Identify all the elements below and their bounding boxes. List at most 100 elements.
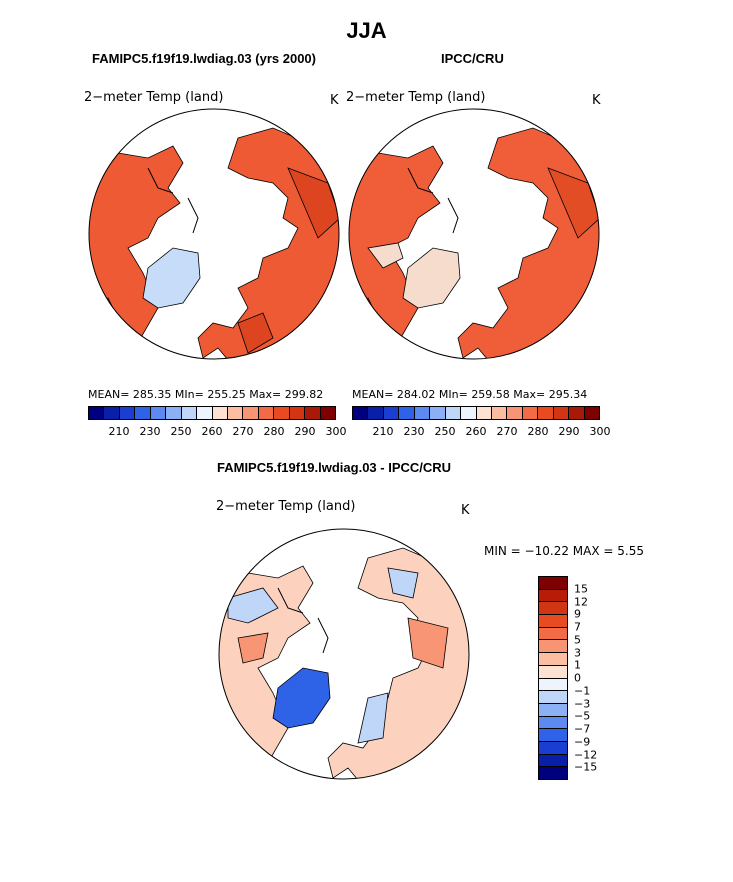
model-colorbar-ticks: 210 230 250 260 270 280 290 300	[88, 425, 347, 439]
main-title: JJA	[346, 18, 387, 43]
colorbar-tick-label: −7	[574, 722, 591, 736]
colorbar-swatch	[539, 741, 567, 755]
model-unit-label: K	[330, 93, 339, 108]
colorbar-swatch	[539, 678, 567, 692]
colorbar-tick-label: 250	[170, 425, 192, 438]
colorbar-swatch	[538, 407, 554, 419]
colorbar-swatch	[539, 640, 567, 654]
colorbar-tick-label: 210	[372, 425, 394, 438]
colorbar-tick-label: 300	[589, 425, 611, 438]
colorbar-tick-label: 9	[574, 607, 581, 621]
map-region	[227, 587, 279, 624]
colorbar-tick-label: 270	[496, 425, 518, 438]
colorbar-swatch	[383, 407, 400, 419]
obs-colorbar-ticks: 210 230 250 260 270 280 290 300	[352, 425, 611, 439]
colorbar-tick-label: 290	[558, 425, 580, 438]
diff-field-label: 2−meter Temp (land)	[216, 499, 356, 514]
colorbar-swatch	[539, 602, 567, 616]
map-region	[287, 167, 339, 239]
map-region	[407, 617, 449, 669]
map-region	[367, 242, 404, 269]
colorbar-swatch	[414, 407, 431, 419]
colorbar-tick-label: −1	[574, 684, 591, 698]
colorbar-swatch	[539, 589, 567, 603]
map-region	[237, 312, 274, 354]
colorbar-tick-label: −12	[574, 748, 598, 761]
colorbar-tick-label: 15	[574, 582, 588, 596]
map-region	[387, 567, 419, 599]
diff-minmax: MIN = −10.22 MAX = 5.55	[484, 544, 644, 558]
colorbar-swatch	[227, 407, 244, 419]
colorbar-swatch	[569, 407, 585, 419]
colorbar-tick-label: 5	[574, 633, 581, 647]
map-region	[357, 692, 389, 744]
map-region	[547, 167, 599, 239]
colorbar-tick-label: 280	[263, 425, 285, 438]
colorbar-swatch	[539, 615, 567, 628]
colorbar-swatch	[104, 407, 120, 419]
diff-polar-map	[218, 528, 470, 780]
colorbar-swatch	[399, 407, 415, 419]
model-polar-map	[88, 108, 340, 360]
map-region	[237, 632, 269, 664]
colorbar-tick-label: 230	[139, 425, 161, 438]
colorbar-swatch	[539, 627, 567, 641]
colorbar-tick-label: 0	[574, 671, 581, 685]
colorbar-swatch	[539, 729, 567, 742]
obs-field-label: 2−meter Temp (land)	[346, 90, 486, 105]
colorbar-tick-label: 300	[325, 425, 347, 438]
colorbar-tick-label: 1	[574, 658, 581, 672]
colorbar-tick-label: 280	[527, 425, 549, 438]
colorbar-tick-label: 3	[574, 646, 581, 659]
colorbar-swatch	[212, 407, 228, 419]
obs-colorbar	[352, 406, 600, 420]
colorbar-swatch	[476, 407, 492, 419]
model-colorbar	[88, 406, 336, 420]
colorbar-swatch	[539, 665, 567, 679]
colorbar-swatch	[368, 407, 384, 419]
colorbar-swatch	[274, 407, 290, 419]
diff-unit-label: K	[461, 503, 470, 518]
diff-colorbar-ticks: 15 12 9 7 5 3 1 0 −1 −3 −5 −7 −9 −12 −15	[574, 576, 614, 780]
colorbar-swatch	[150, 407, 167, 419]
colorbar-swatch	[491, 407, 508, 419]
colorbar-tick-label: 260	[465, 425, 487, 438]
model-stats: MEAN= 285.35 MIn= 255.25 Max= 299.82	[88, 388, 324, 401]
colorbar-swatch	[289, 407, 306, 419]
obs-stats: MEAN= 284.02 MIn= 259.58 Max= 295.34	[352, 388, 588, 401]
map-region	[142, 247, 201, 309]
obs-panel-title: IPCC/CRU	[441, 51, 504, 66]
colorbar-tick-label: 260	[201, 425, 223, 438]
colorbar-tick-label: 270	[232, 425, 254, 438]
colorbar-swatch	[461, 407, 477, 419]
colorbar-tick-label: 250	[434, 425, 456, 438]
map-region	[272, 667, 331, 729]
colorbar-swatch	[166, 407, 182, 419]
colorbar-tick-label: 7	[574, 620, 581, 634]
model-panel-title: FAMIPC5.f19f19.lwdiag.03 (yrs 2000)	[92, 51, 316, 66]
colorbar-swatch	[181, 407, 198, 419]
colorbar-swatch	[353, 407, 369, 419]
colorbar-swatch	[522, 407, 539, 419]
colorbar-swatch	[445, 407, 462, 419]
model-field-label: 2−meter Temp (land)	[84, 90, 224, 105]
colorbar-swatch	[539, 754, 567, 768]
colorbar-tick-label: −15	[574, 760, 598, 774]
colorbar-swatch	[197, 407, 213, 419]
colorbar-tick-label: 12	[574, 595, 588, 608]
diff-colorbar	[538, 576, 568, 780]
colorbar-swatch	[320, 407, 335, 419]
colorbar-swatch	[539, 691, 567, 704]
colorbar-tick-label: 210	[108, 425, 130, 438]
colorbar-swatch	[539, 577, 567, 590]
colorbar-swatch	[507, 407, 523, 419]
colorbar-swatch	[539, 653, 567, 666]
colorbar-swatch	[539, 703, 567, 717]
colorbar-tick-label: −9	[574, 735, 591, 749]
colorbar-tick-label: −3	[574, 697, 591, 710]
obs-polar-map	[348, 108, 600, 360]
colorbar-tick-label: 290	[294, 425, 316, 438]
map-region	[402, 247, 461, 309]
colorbar-swatch	[258, 407, 275, 419]
diff-panel-title: FAMIPC5.f19f19.lwdiag.03 - IPCC/CRU	[217, 460, 452, 475]
